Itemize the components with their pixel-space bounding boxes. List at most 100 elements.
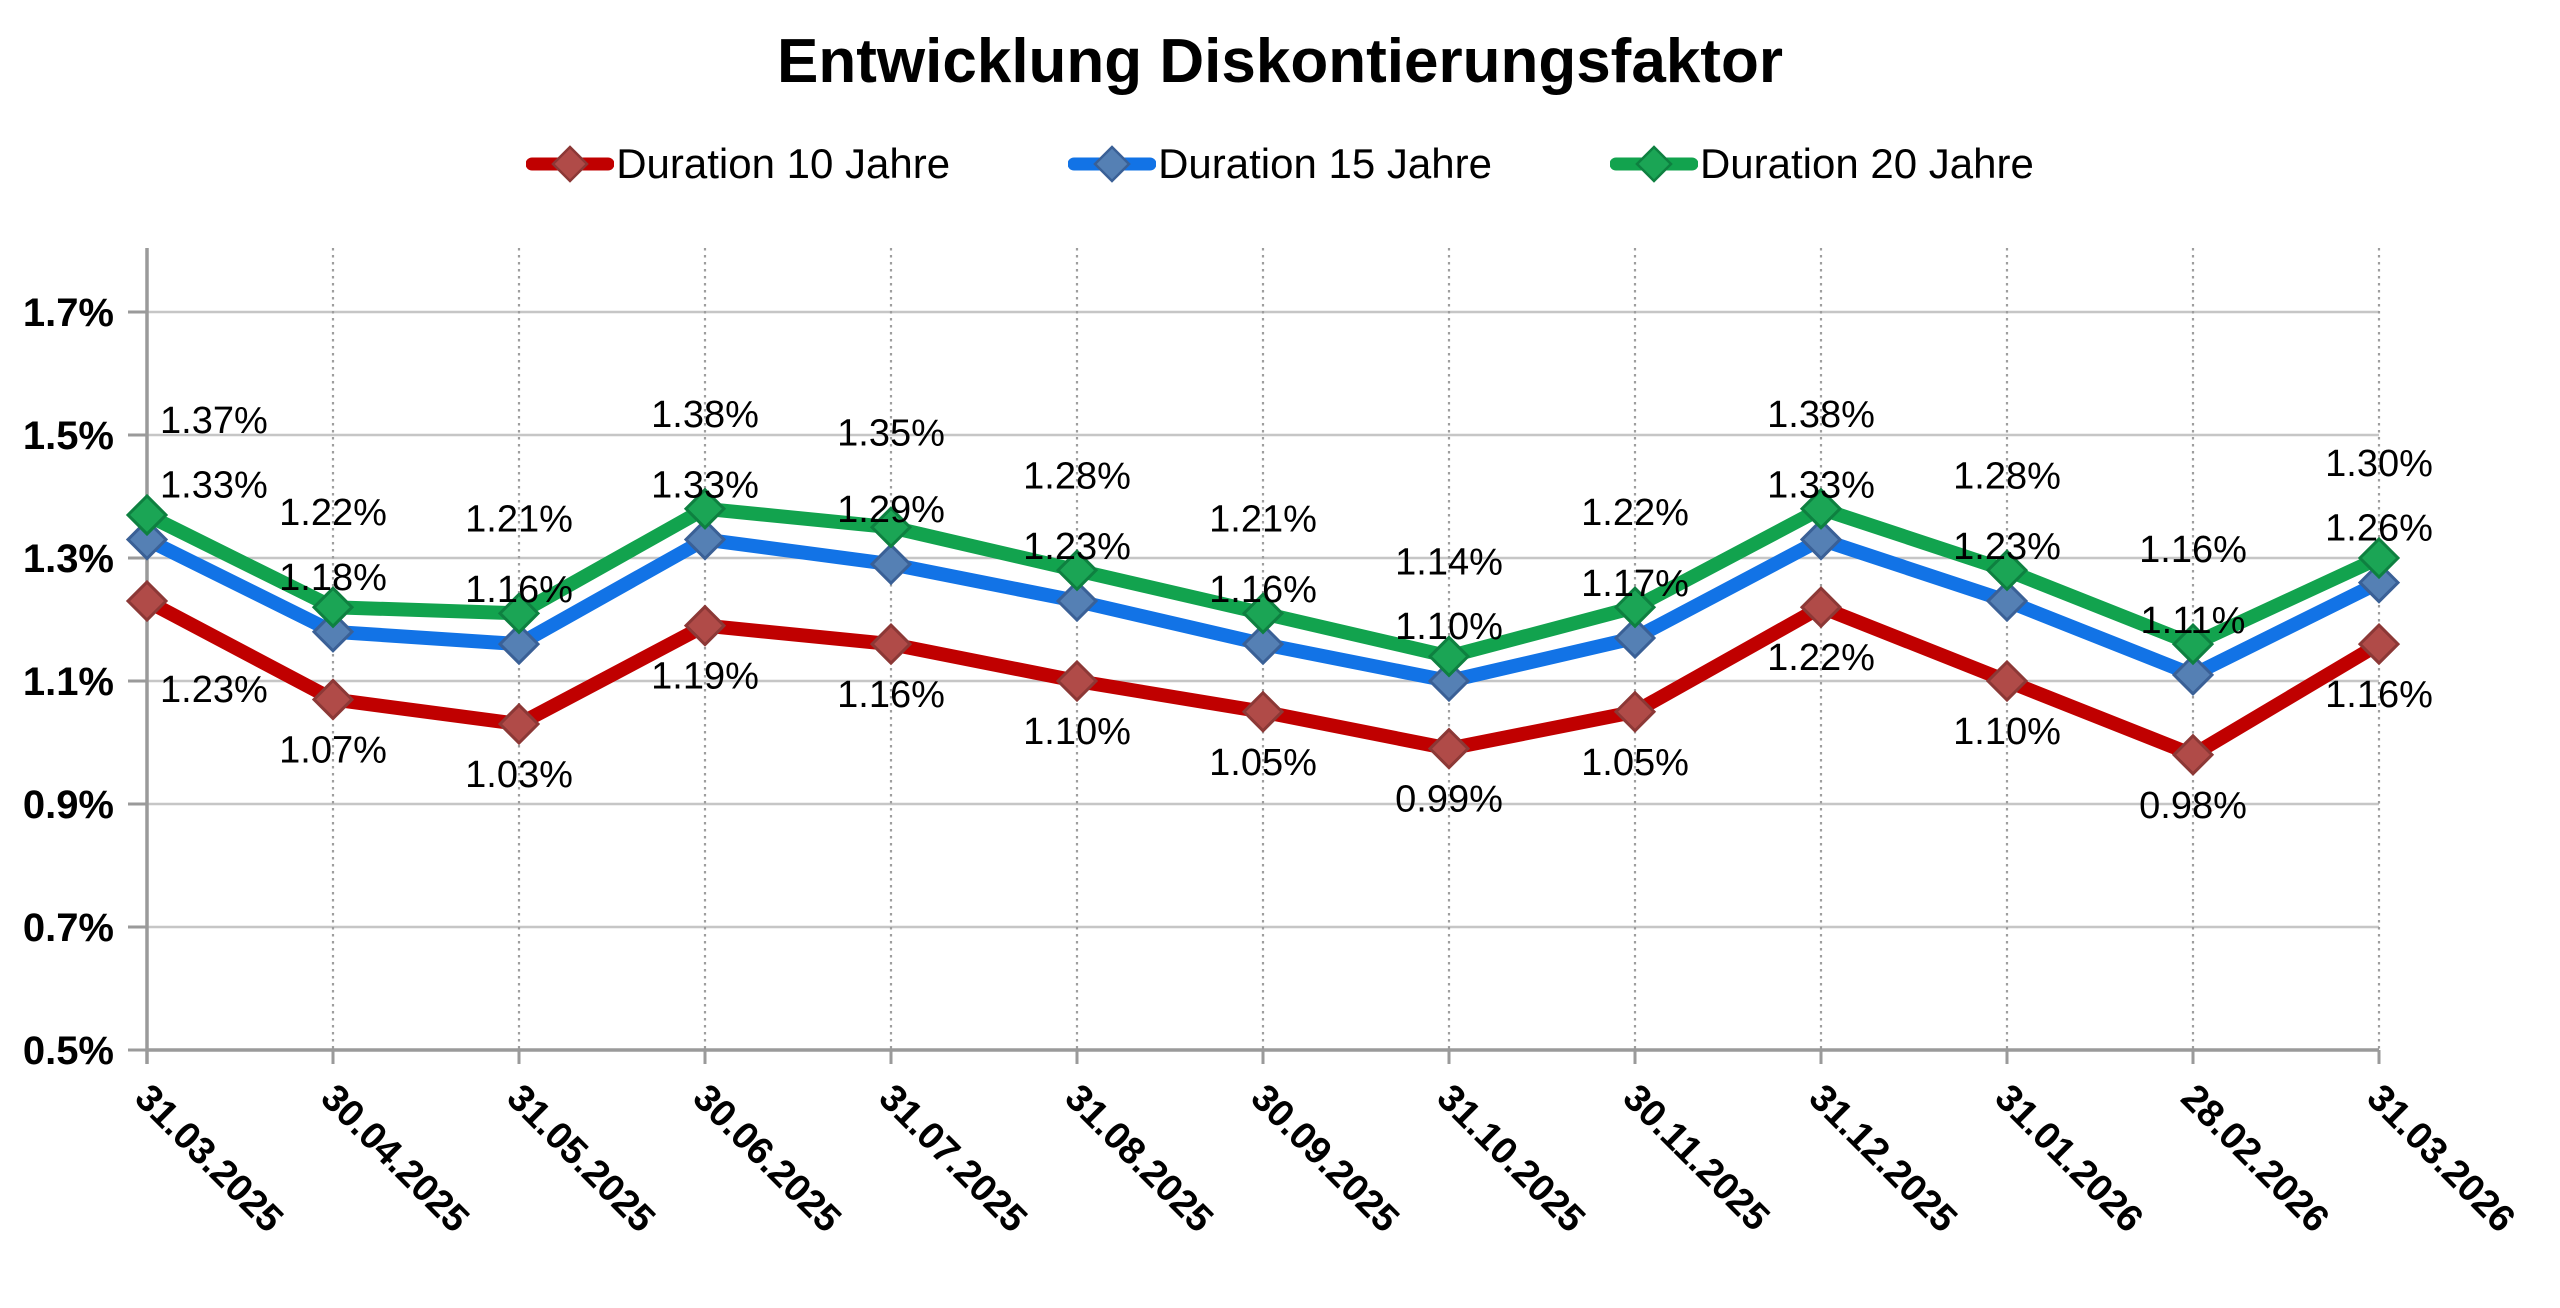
data-label: 1.21% bbox=[465, 498, 573, 540]
x-axis-tick-label: 31.05.2025 bbox=[499, 1077, 663, 1241]
data-label: 1.37% bbox=[160, 400, 268, 442]
data-label: 1.10% bbox=[1395, 606, 1503, 648]
data-point-marker-duration-10-jahre bbox=[1613, 690, 1657, 733]
data-point-marker-duration-10-jahre bbox=[311, 678, 355, 721]
x-axis-tick-label: 28.02.2026 bbox=[2173, 1077, 2337, 1241]
data-point-marker-duration-10-jahre bbox=[1985, 659, 2029, 703]
data-point-marker-duration-15-jahre bbox=[1985, 579, 2029, 623]
data-label: 0.98% bbox=[2139, 785, 2247, 827]
legend-marker-duration-15-jahre bbox=[1068, 145, 1157, 183]
data-labels-duration-15-jahre: 1.33% 1.18% 1.16% 1.33% 1.29% 1.23% 1.16% 1.10%… bbox=[160, 465, 2433, 648]
data-point-marker-duration-20-jahre bbox=[1613, 586, 1657, 629]
x-axis-tick-label: 30.06.2025 bbox=[685, 1077, 849, 1241]
data-label: 1.18% bbox=[279, 557, 387, 599]
x-axis-tick-label: 31.08.2025 bbox=[1057, 1077, 1221, 1241]
data-point-marker-duration-20-jahre bbox=[2357, 536, 2401, 580]
data-label: 1.05% bbox=[1581, 742, 1689, 784]
data-label: 1.33% bbox=[160, 465, 268, 507]
data-label: 1.28% bbox=[1953, 455, 2061, 497]
data-label: 1.19% bbox=[651, 656, 759, 698]
data-label: 1.33% bbox=[1767, 465, 1875, 507]
data-point-marker-duration-15-jahre bbox=[1799, 518, 1843, 561]
x-axis-tick-label: 31.12.2025 bbox=[1801, 1077, 1965, 1241]
data-label: 1.11% bbox=[2141, 600, 2246, 642]
legend-label-duration-10-jahre: Duration 10 Jahre bbox=[616, 140, 951, 187]
data-label: 1.22% bbox=[1581, 492, 1689, 534]
data-point-marker-duration-15-jahre bbox=[2171, 653, 2215, 696]
data-point-marker-duration-10-jahre bbox=[869, 622, 913, 666]
data-label: 1.22% bbox=[1767, 637, 1875, 679]
legend-marker-duration-10-jahre bbox=[526, 145, 615, 183]
data-point-marker-duration-20-jahre bbox=[869, 506, 913, 549]
data-label: 1.03% bbox=[465, 754, 573, 796]
data-label: 1.16% bbox=[2139, 529, 2247, 571]
data-point-marker-duration-10-jahre bbox=[683, 604, 727, 647]
data-point-marker-duration-10-jahre bbox=[1799, 586, 1843, 629]
data-label: 1.10% bbox=[1023, 711, 1131, 753]
data-label: 1.17% bbox=[1581, 563, 1689, 605]
y-axis-tick-label: 1.7% bbox=[23, 291, 114, 335]
data-label: 1.35% bbox=[837, 412, 945, 454]
data-label: 1.23% bbox=[1953, 526, 2061, 568]
x-axis-tick-label: 31.03.2026 bbox=[2359, 1077, 2523, 1241]
data-point-marker-duration-20-jahre bbox=[2171, 622, 2215, 666]
x-axis-tick-label: 30.11.2025 bbox=[1615, 1077, 1778, 1240]
series-duration-15-jahre bbox=[125, 518, 2401, 703]
data-label: 1.16% bbox=[465, 569, 573, 611]
chart-title: Entwicklung Diskontierungsfaktor bbox=[777, 27, 1783, 96]
data-label: 1.05% bbox=[1209, 742, 1317, 784]
data-label: 1.14% bbox=[1395, 541, 1503, 583]
data-label: 1.10% bbox=[1953, 711, 2061, 753]
data-point-marker-duration-20-jahre bbox=[125, 493, 169, 537]
y-axis-tick-label: 1.1% bbox=[23, 660, 114, 704]
data-label: 0.99% bbox=[1395, 779, 1503, 821]
data-label: 1.07% bbox=[279, 729, 387, 771]
data-label: 1.16% bbox=[2325, 674, 2433, 716]
data-point-marker-duration-10-jahre bbox=[125, 579, 169, 623]
data-label: 1.23% bbox=[160, 669, 268, 711]
x-axis-tick-label: 31.03.2025 bbox=[127, 1077, 291, 1241]
data-label: 1.38% bbox=[651, 394, 759, 436]
legend-item-duration-10-jahre: Duration 10 Jahre bbox=[526, 140, 950, 188]
x-axis-tick-label: 31.10.2025 bbox=[1429, 1077, 1593, 1241]
data-point-marker-duration-20-jahre bbox=[311, 586, 355, 629]
data-point-marker-duration-20-jahre bbox=[683, 487, 727, 530]
data-point-marker-duration-15-jahre bbox=[497, 622, 541, 666]
data-label: 1.28% bbox=[1023, 455, 1131, 497]
data-labels-duration-20-jahre: 1.37% 1.22% 1.21% 1.38% 1.35% 1.28% 1.21% 1.14%… bbox=[160, 394, 2433, 584]
data-label: 1.16% bbox=[1209, 569, 1317, 611]
axes bbox=[128, 248, 2381, 1064]
series-duration-20-jahre bbox=[125, 487, 2401, 678]
data-label: 1.21% bbox=[1209, 498, 1317, 540]
data-point-marker-duration-15-jahre bbox=[683, 518, 727, 561]
data-point-marker-duration-20-jahre bbox=[1985, 549, 2029, 592]
data-label: 1.29% bbox=[837, 489, 945, 531]
legend-label-duration-20-jahre: Duration 20 Jahre bbox=[1699, 140, 2034, 187]
data-point-marker-duration-10-jahre bbox=[2171, 733, 2215, 776]
x-axis-tick-label: 31.01.2026 bbox=[1987, 1077, 2151, 1241]
data-point-marker-duration-15-jahre bbox=[1427, 659, 1471, 703]
y-axis-tick-label: 0.5% bbox=[23, 1029, 114, 1073]
y-axis-tick-label: 0.7% bbox=[23, 906, 114, 950]
y-axis-tick-label: 0.9% bbox=[23, 783, 114, 827]
data-label: 1.26% bbox=[2325, 508, 2433, 550]
data-label: 1.38% bbox=[1767, 394, 1875, 436]
legend-label-duration-15-jahre: Duration 15 Jahre bbox=[1158, 140, 1492, 187]
x-axis-tick-label: 31.07.2025 bbox=[871, 1077, 1035, 1241]
data-point-marker-duration-20-jahre bbox=[497, 592, 541, 635]
series-duration-10-jahre bbox=[125, 579, 2401, 776]
data-point-marker-duration-10-jahre bbox=[1427, 727, 1471, 770]
legend-marker-duration-20-jahre bbox=[1609, 145, 1698, 183]
y-axis-labels: 1.7% 1.5% 1.3% 1.1% 0.9% 0.7% 0.5% bbox=[23, 291, 114, 1073]
legend-item-duration-20-jahre: Duration 20 Jahre bbox=[1609, 140, 2034, 188]
y-axis-tick-label: 1.3% bbox=[23, 537, 114, 581]
chart-legend: Duration 10 Jahre Duration 15 Jahre Durati… bbox=[0, 140, 2560, 188]
data-point-marker-duration-20-jahre bbox=[1055, 549, 1099, 592]
data-point-marker-duration-10-jahre bbox=[1055, 659, 1099, 703]
x-axis-tick-label: 30.04.2025 bbox=[313, 1077, 477, 1241]
data-point-marker-duration-20-jahre bbox=[1241, 592, 1285, 635]
data-point-marker-duration-15-jahre bbox=[125, 518, 169, 561]
data-label: 1.16% bbox=[837, 674, 945, 716]
